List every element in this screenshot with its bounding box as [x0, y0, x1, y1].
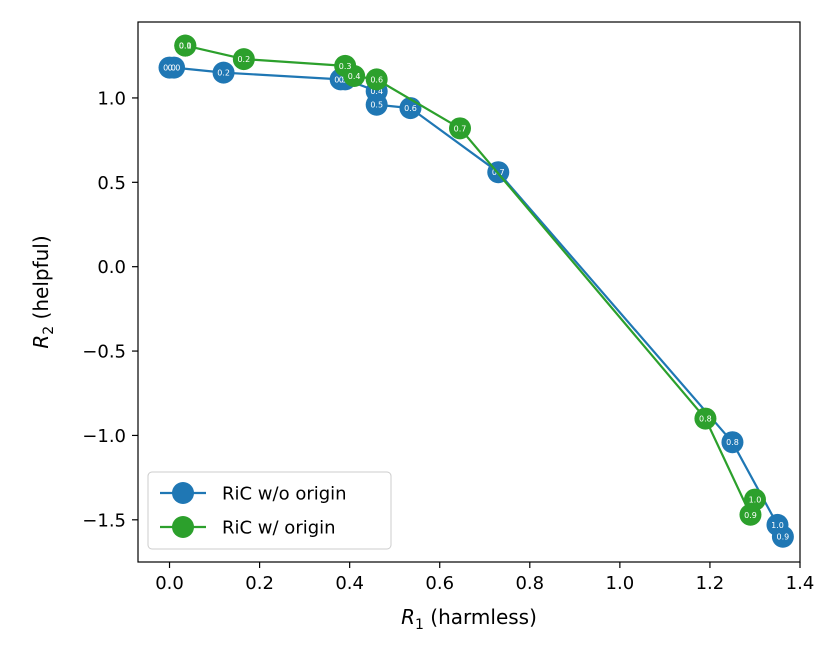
data-point-label: 0.0: [163, 64, 176, 73]
legend-marker-series-1: [172, 482, 194, 504]
data-point-label: 0.4: [348, 72, 361, 81]
data-point: [174, 34, 197, 57]
data-point-label: 0.0: [179, 42, 192, 51]
data-point-label: 0.0: [168, 64, 181, 73]
x-axis-label: R1 (harmless): [401, 605, 537, 633]
data-point: [232, 48, 255, 71]
series-2: 0.00.10.20.30.4 0.60.70.80.91.0: [174, 34, 766, 526]
data-point: [365, 93, 388, 116]
plot-series: 0.00.00.20.30.50.40.50.60.70.81.00.90.00…: [158, 34, 794, 548]
data-point-label: 0.3: [334, 75, 347, 84]
y-tick-label: 0.5: [97, 173, 126, 194]
y-axis-label: R2 (helpful): [29, 235, 57, 348]
y-tick-label: 0.0: [97, 257, 126, 278]
x-tick-label: 1.2: [696, 573, 725, 594]
data-point: [365, 68, 388, 91]
data-point: [694, 407, 717, 430]
y-axis: 1.0 0.5 0.0 −0.5 −1.0 −1.5: [82, 88, 138, 531]
data-point-label: 1.0: [771, 521, 784, 530]
data-point-label: 0.2: [217, 69, 230, 78]
x-tick-label: 0.4: [335, 573, 364, 594]
legend-label-series-1: RiC w/o origin: [222, 484, 347, 505]
x-tick-label: 0.0: [155, 573, 184, 594]
data-point-label: 0.6: [404, 104, 417, 113]
data-point-label: 0.8: [726, 438, 739, 447]
data-point: [163, 56, 186, 79]
data-point-label: 0.8: [699, 415, 712, 424]
legend-marker-series-2: [172, 516, 194, 538]
data-point-label: 1.0: [749, 496, 762, 505]
data-point-label: 0.2: [237, 55, 250, 64]
legend-box: [147, 471, 392, 550]
plot-frame: [137, 21, 801, 563]
data-point: [212, 61, 235, 84]
data-point-label: 0.7: [454, 124, 467, 133]
y-tick-label: 1.0: [97, 88, 126, 109]
data-point: [743, 488, 766, 511]
x-tick-label: 1.0: [606, 573, 635, 594]
data-point: [343, 65, 366, 87]
x-tick-label: 0.6: [425, 573, 454, 594]
x-tick-label: 0.2: [245, 573, 274, 594]
data-point-label: 0.9: [744, 511, 757, 520]
y-tick-label: −1.5: [82, 510, 126, 531]
data-point-label: 0.3: [339, 62, 352, 71]
data-point-label: 0.1: [179, 42, 192, 51]
data-point-label: 0.5: [370, 101, 383, 110]
data-point-label: 0.4: [370, 87, 383, 96]
data-point: [721, 431, 744, 454]
x-axis: 0.0 0.2 0.4 0.6 0.8 1.0 1.2 1.4: [155, 562, 814, 594]
y-tick-label: −0.5: [82, 342, 126, 363]
x-tick-label: 0.8: [515, 573, 544, 594]
data-point: [448, 117, 471, 140]
legend-label-series-2: RiC w/ origin: [222, 518, 336, 539]
data-point: [771, 525, 794, 548]
legend: RiC w/o origin RiC w/ origin: [147, 471, 392, 550]
data-point-label: 0.9: [777, 533, 790, 542]
data-point-label: 0.6: [370, 75, 383, 84]
x-tick-label: 1.4: [786, 573, 815, 594]
y-tick-label: −1.0: [82, 426, 126, 447]
